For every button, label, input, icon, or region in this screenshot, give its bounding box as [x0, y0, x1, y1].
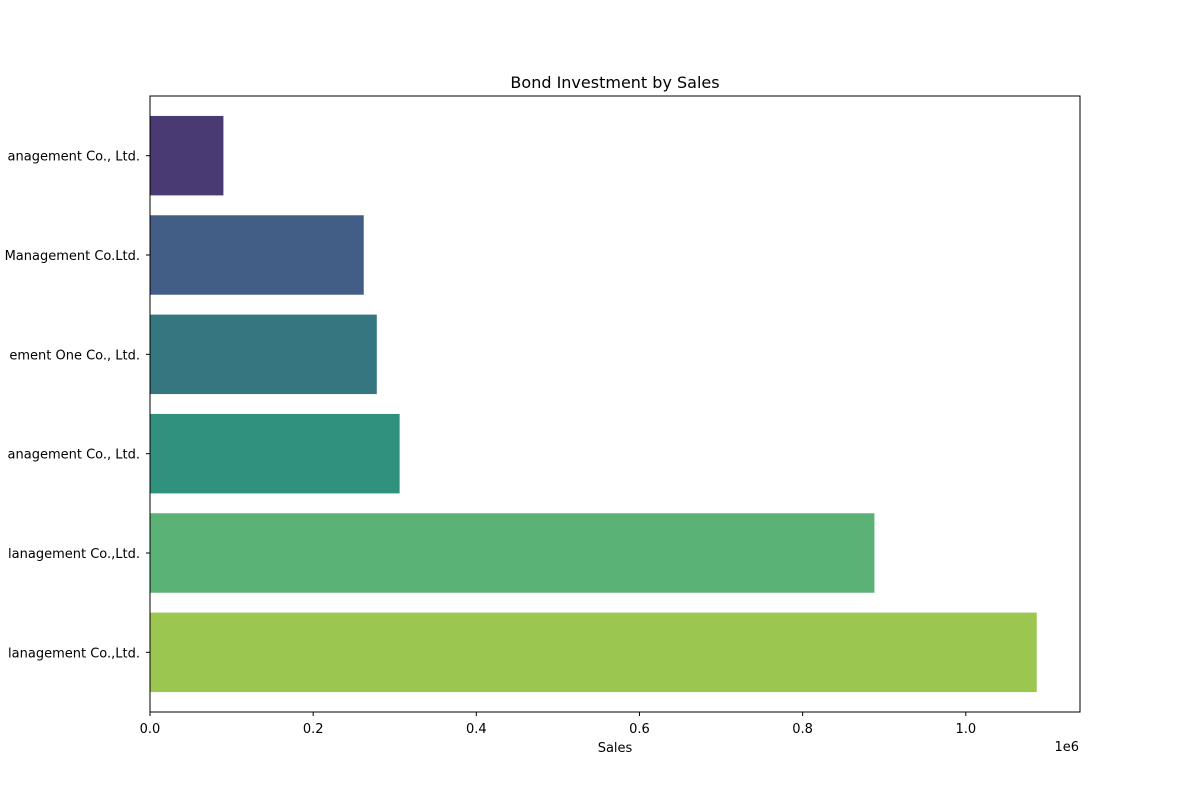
bar: [150, 513, 875, 593]
plot-frame: [149, 95, 1081, 713]
y-tick-label: lanagement Co.,Ltd.: [8, 547, 140, 562]
x-axis-scale-label: 1e6: [1054, 740, 1079, 755]
y-tick-label: anagement Co., Ltd.: [8, 448, 140, 463]
x-axis-label: Sales: [598, 741, 633, 756]
bar: [150, 413, 400, 494]
x-axis-ticks: 0.0 0.2 0.4 0.6 0.8 1.0: [140, 712, 976, 737]
x-tick-label: 0.2: [303, 722, 324, 737]
bars-group: [150, 115, 1037, 693]
chart-title: Bond Investment by Sales: [510, 73, 719, 92]
x-tick-label: 0.8: [792, 722, 813, 737]
bar: [150, 215, 364, 295]
y-tick-label: lanagement Co.,Ltd.: [8, 646, 140, 661]
bar: [150, 314, 377, 395]
y-axis-ticks: anagement Co., Ltd. Management Co.Ltd. eme…: [5, 150, 150, 661]
x-tick-label: 0.4: [466, 722, 487, 737]
bar: [150, 115, 224, 196]
bar: [150, 612, 1037, 693]
x-tick-label: 0.0: [140, 722, 161, 737]
y-tick-label: anagement Co., Ltd.: [8, 150, 140, 165]
y-tick-label: Management Co.Ltd.: [5, 249, 140, 264]
x-tick-label: 1.0: [955, 722, 976, 737]
y-tick-label: ement One Co., Ltd.: [9, 348, 140, 363]
x-tick-label: 0.6: [629, 722, 650, 737]
